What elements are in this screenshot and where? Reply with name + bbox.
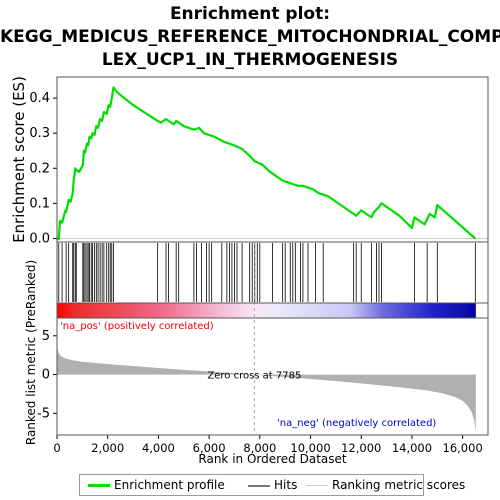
xtick-label: 14,000 [392,441,432,455]
xtick-label: 8,000 [243,441,276,455]
es-ytick-label: 0.4 [29,91,50,106]
legend-metric-label: Ranking metric scores [332,478,466,492]
legend-profile-label: Enrichment profile [114,478,225,492]
legend-profile-swatch [88,484,110,487]
metric-ylabel: Ranked list metric (PreRanked) [24,260,38,445]
xtick-label: 16,000 [443,441,483,455]
legend-item-hits: Hits [248,478,297,492]
legend-hits-swatch [248,484,270,487]
es-ytick-label: 0.1 [29,196,50,211]
legend-hits-label: Hits [274,478,298,492]
xtick-label: 6,000 [193,441,226,455]
title-line-2: KEGG_MEDICUS_REFERENCE_MITOCHONDRIAL_COM… [0,27,500,47]
xtick-label: 12,000 [341,441,381,455]
es-ytick-label: 0.2 [29,161,50,176]
title-line-3: LEX_UCP1_IN_THERMOGENESIS [101,50,399,70]
legend: Enrichment profile Hits Ranking metric s… [79,474,465,496]
metric-ytick-label: -5 [37,406,50,421]
xtick-label: 0 [53,441,60,455]
zero-cross-label: Zero cross at 7785 [207,371,301,382]
title-line-1: Enrichment plot: [169,4,331,24]
es-panel-background [57,77,488,242]
xtick-label: 2,000 [91,441,124,455]
es-ytick-label: 0.0 [29,231,50,246]
metric-ytick-label: 0 [42,368,50,383]
enrichment-profile-line [56,86,477,241]
legend-item-profile: Enrichment profile [88,478,225,492]
legend-metric-swatch [306,485,328,486]
metric-ytick-label: 5 [42,329,50,344]
es-ytick-label: 0.3 [29,126,50,141]
panel-frame [56,317,489,436]
ranking-metric-area [57,325,476,432]
rank-color-band [57,303,476,318]
neg-correlated-label: 'na_neg' (negatively correlated) [277,418,436,429]
pos-correlated-label: 'na_pos' (positively correlated) [60,321,214,332]
chart-title: Enrichment plot: KEGG_MEDICUS_REFERENCE_… [0,3,500,72]
es-ylabel: Enrichment score (ES) [10,76,28,243]
xtick-label: 10,000 [290,441,330,455]
legend-item-metric: Ranking metric scores [306,478,465,492]
xtick-label: 4,000 [142,441,175,455]
xlabel: Rank in Ordered Dataset [198,452,346,466]
